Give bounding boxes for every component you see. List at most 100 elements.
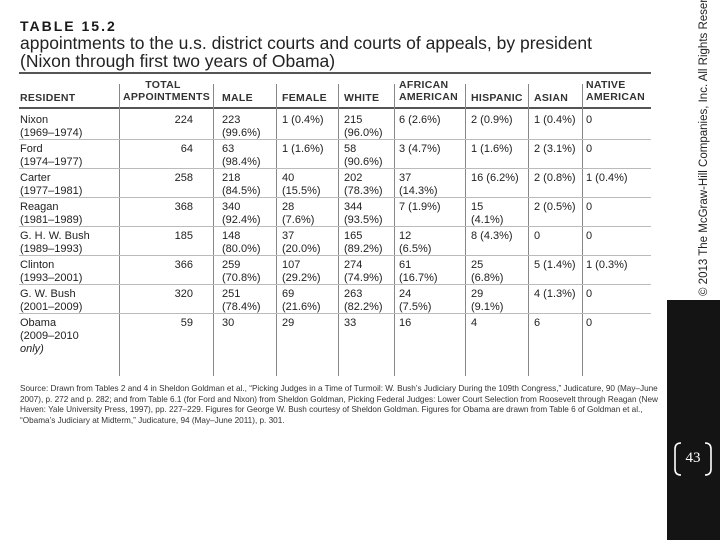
- cell-native: 0: [586, 114, 593, 126]
- column-divider: [213, 84, 214, 376]
- cell-aa-pct: (14.3%): [399, 185, 438, 197]
- cell-asian: 4 (1.3%): [534, 288, 576, 300]
- cell-asian: 0: [534, 230, 541, 242]
- cell-total: 366: [174, 259, 193, 271]
- cell-hisp: 2 (0.9%): [471, 114, 513, 126]
- cell-white: 274: [344, 259, 363, 271]
- table-source-note: Source: Drawn from Tables 2 and 4 in She…: [20, 384, 658, 425]
- column-divider: [528, 84, 529, 376]
- header-white: WHITE: [344, 92, 380, 104]
- header-aa-line1: AFRICAN: [399, 79, 449, 91]
- header-bottom-rule: [19, 107, 651, 109]
- cell-male: 251: [222, 288, 241, 300]
- cell-white: 33: [344, 317, 357, 329]
- cell-aa-pct: (6.5%): [399, 243, 432, 255]
- copyright-notice: © 2013 The McGraw-Hill Companies, Inc. A…: [698, 0, 710, 296]
- cell-aa: 12: [399, 230, 412, 242]
- header-male: MALE: [222, 92, 253, 104]
- cell-female-pct: (7.6%): [282, 214, 315, 226]
- cell-male: 259: [222, 259, 241, 271]
- cell-asian: 2 (3.1%): [534, 143, 576, 155]
- bracket-frame-icon: [674, 442, 712, 476]
- column-divider: [582, 84, 583, 376]
- cell-native: 0: [586, 317, 593, 329]
- cell-asian: 2 (0.5%): [534, 201, 576, 213]
- cell-hisp: 16 (6.2%): [471, 172, 519, 184]
- cell-name: Ford: [20, 143, 43, 155]
- cell-female: 107: [282, 259, 301, 271]
- cell-name: Clinton: [20, 259, 55, 271]
- cell-hisp-pct: (9.1%): [471, 301, 504, 313]
- cell-name: G. W. Bush: [20, 288, 76, 300]
- column-divider: [276, 84, 277, 376]
- cell-name: Obama: [20, 317, 57, 329]
- cell-male: 340: [222, 201, 241, 213]
- cell-name: Reagan: [20, 201, 59, 213]
- cell-male: 223: [222, 114, 241, 126]
- table-title: appointments to the u.s. district courts…: [20, 34, 592, 70]
- header-top-rule: [19, 72, 651, 74]
- cell-years: (1981–1989): [20, 214, 83, 226]
- cell-years2: only): [20, 343, 44, 355]
- header-female: FEMALE: [282, 92, 327, 104]
- cell-years: (1977–1981): [20, 185, 83, 197]
- cell-asian: 5 (1.4%): [534, 259, 576, 271]
- cell-female-pct: (21.6%): [282, 301, 321, 313]
- cell-female: 69: [282, 288, 295, 300]
- cell-female-pct: (15.5%): [282, 185, 321, 197]
- cell-years: (1974–1977): [20, 156, 83, 168]
- cell-white-pct: (78.3%): [344, 185, 383, 197]
- cell-total: 224: [174, 114, 193, 126]
- row-divider: [19, 226, 651, 227]
- cell-total: 185: [174, 230, 193, 242]
- header-president: RESIDENT: [20, 92, 76, 104]
- cell-white: 58: [344, 143, 357, 155]
- row-divider: [19, 313, 651, 314]
- cell-aa: 6 (2.6%): [399, 114, 441, 126]
- cell-native: 0: [586, 288, 593, 300]
- copyright-strip: [667, 0, 720, 300]
- cell-white: 263: [344, 288, 363, 300]
- column-divider: [394, 84, 395, 376]
- cell-name: Nixon: [20, 114, 49, 126]
- cell-years: (2009–2010: [20, 330, 79, 342]
- cell-male-pct: (98.4%): [222, 156, 261, 168]
- header-total-line2: APPOINTMENTS: [123, 91, 211, 103]
- cell-total: 59: [180, 317, 193, 329]
- cell-male-pct: (92.4%): [222, 214, 261, 226]
- cell-hisp: 4: [471, 317, 478, 329]
- row-divider: [19, 168, 651, 169]
- cell-male-pct: (80.0%): [222, 243, 261, 255]
- cell-aa-pct: (7.5%): [399, 301, 432, 313]
- cell-male-pct: (78.4%): [222, 301, 261, 313]
- cell-male-pct: (70.8%): [222, 272, 261, 284]
- column-divider: [119, 84, 120, 376]
- cell-female-pct: (29.2%): [282, 272, 321, 284]
- cell-male: 218: [222, 172, 241, 184]
- cell-male: 148: [222, 230, 241, 242]
- cell-aa: 16: [399, 317, 412, 329]
- row-divider: [19, 197, 651, 198]
- cell-aa-pct: (16.7%): [399, 272, 438, 284]
- cell-total: 368: [174, 201, 193, 213]
- column-divider: [465, 84, 466, 376]
- header-native-american: NATIVE AMERICAN: [586, 79, 645, 103]
- cell-female-pct: (20.0%): [282, 243, 321, 255]
- header-total-line1: TOTAL: [145, 79, 181, 91]
- cell-hisp: 1 (1.6%): [471, 143, 513, 155]
- cell-aa: 7 (1.9%): [399, 201, 441, 213]
- cell-white-pct: (89.2%): [344, 243, 383, 255]
- cell-native: 1 (0.4%): [586, 172, 628, 184]
- cell-male: 30: [222, 317, 235, 329]
- cell-female: 40: [282, 172, 295, 184]
- cell-male: 63: [222, 143, 235, 155]
- cell-native: 0: [586, 230, 593, 242]
- cell-total: 64: [180, 143, 193, 155]
- table-title-line2: (Nixon through first two years of Obama): [20, 51, 336, 71]
- table-label: TABLE 15.2: [20, 18, 117, 34]
- cell-female: 1 (1.6%): [282, 143, 324, 155]
- header-asian: ASIAN: [534, 92, 569, 104]
- cell-male-pct: (99.6%): [222, 127, 261, 139]
- cell-years: (1989–1993): [20, 243, 83, 255]
- header-total: TOTAL APPOINTMENTS: [123, 79, 211, 103]
